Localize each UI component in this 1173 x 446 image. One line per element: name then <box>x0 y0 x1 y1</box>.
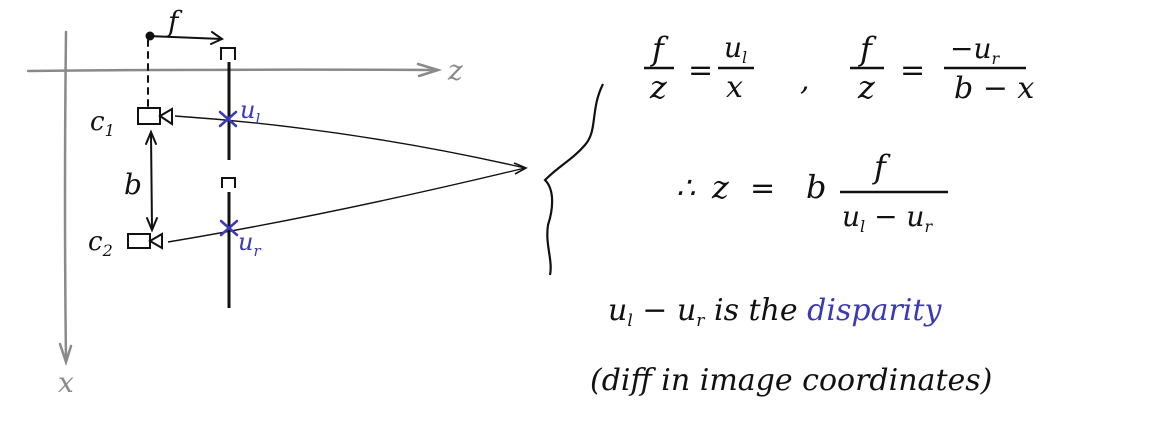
equation-1: f z = ul x <box>644 30 754 106</box>
eq2-equals: = <box>900 53 925 88</box>
result-equals: = <box>750 171 775 206</box>
focal-length-dimension <box>145 31 225 107</box>
x-axis-arrowhead <box>58 342 73 367</box>
eq1-rhs-denominator: x <box>726 70 743 105</box>
eq1-denominator: z <box>649 68 668 106</box>
cross-left-icon <box>218 110 238 128</box>
result-therefore: ∴ <box>676 171 695 206</box>
x-axis-line <box>63 30 68 364</box>
eq1-equals: = <box>688 53 713 88</box>
axis-x-label: x <box>58 366 74 399</box>
result-denominator: ul − ur <box>842 200 933 236</box>
image-point-right-label: ur <box>238 228 261 260</box>
camera-left-label: c1 <box>90 107 115 140</box>
equation-2: f z = −ur b − x <box>850 30 1034 106</box>
z-axis-line <box>26 68 440 73</box>
result-numerator: f <box>872 148 891 186</box>
baseline-dimension <box>145 129 158 233</box>
camera-right-label: c2 <box>88 227 113 260</box>
image-point-left-label: ul <box>240 96 260 128</box>
equation-result: ∴ z = b f ul − ur <box>676 148 948 236</box>
camera-right-icon <box>127 232 163 250</box>
eq2-denominator: z <box>857 68 876 106</box>
note-line-2: (diff in image coordinates) <box>590 363 992 398</box>
baseline-label: b <box>124 168 142 201</box>
projection-rays <box>167 115 528 243</box>
image-point-markers <box>218 110 239 237</box>
coordinate-axes <box>26 30 443 367</box>
eq1-rhs-numerator: ul <box>724 31 747 67</box>
eq2-rhs-denominator: b − x <box>954 71 1034 106</box>
image-plane <box>220 47 236 308</box>
note-line-1: ul − ur is the disparity <box>608 293 942 331</box>
axis-z-label: z <box>447 54 463 87</box>
result-factor: b <box>806 168 826 206</box>
disparity-highlight: disparity <box>807 293 942 328</box>
eq1-numerator: f <box>650 30 669 68</box>
object-surface <box>543 83 604 276</box>
camera-left-icon <box>137 107 173 126</box>
result-lhs: z <box>711 168 730 206</box>
eq2-rhs-numerator: −ur <box>950 32 1001 68</box>
cross-right-icon <box>219 219 239 237</box>
z-axis-arrowhead <box>416 62 443 78</box>
focal-length-label: f <box>166 5 183 38</box>
equation-separator: , <box>800 63 810 98</box>
eq2-numerator: f <box>858 30 877 68</box>
